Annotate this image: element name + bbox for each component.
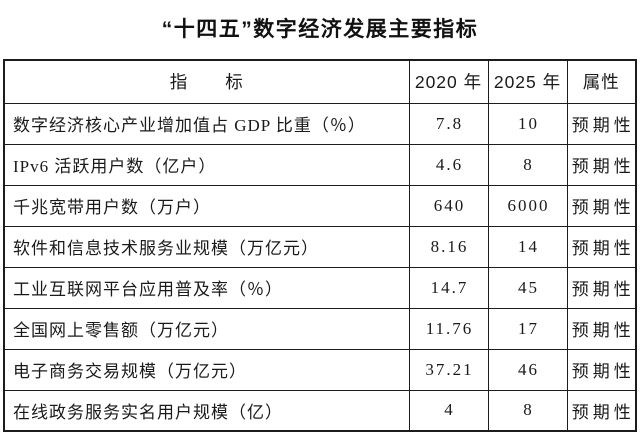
table-row: 全国网上零售额（万亿元） 11.76 17 预期性 — [3, 307, 637, 350]
cell-2020: 11.76 — [408, 307, 489, 350]
cell-indicator: 全国网上零售额（万亿元） — [3, 307, 410, 350]
header-2020: 2020 年 — [408, 59, 489, 104]
cell-2020: 8.16 — [408, 225, 489, 268]
cell-2020: 37.21 — [408, 348, 489, 391]
table-row: 工业互联网平台应用普及率（％） 14.7 45 预期性 — [3, 266, 637, 309]
cell-attribute: 预期性 — [566, 102, 637, 145]
cell-2025: 46 — [487, 348, 568, 391]
header-row: 指 标 2020 年 2025 年 属性 — [3, 59, 637, 104]
table-row: 在线政务服务实名用户规模（亿） 4 8 预期性 — [3, 389, 637, 432]
indicators-table: 指 标 2020 年 2025 年 属性 数字经济核心产业增加值占 GDP 比重… — [3, 59, 637, 432]
cell-attribute: 预期性 — [566, 348, 637, 391]
table-row: IPv6 活跃用户数（亿户） 4.6 8 预期性 — [3, 143, 637, 186]
cell-indicator: 电子商务交易规模（万亿元） — [3, 348, 410, 391]
cell-2020: 4.6 — [408, 143, 489, 186]
cell-indicator: IPv6 活跃用户数（亿户） — [3, 143, 410, 186]
table-row: 千兆宽带用户数（万户） 640 6000 预期性 — [3, 184, 637, 227]
cell-attribute: 预期性 — [566, 266, 637, 309]
header-attribute: 属性 — [566, 59, 637, 104]
cell-indicator: 数字经济核心产业增加值占 GDP 比重（％） — [3, 102, 410, 145]
cell-indicator: 千兆宽带用户数（万户） — [3, 184, 410, 227]
cell-2025: 8 — [487, 143, 568, 186]
page-title: “十四五”数字经济发展主要指标 — [161, 18, 479, 41]
cell-indicator: 工业互联网平台应用普及率（％） — [3, 266, 410, 309]
cell-2020: 14.7 — [408, 266, 489, 309]
cell-2020: 640 — [408, 184, 489, 227]
cell-attribute: 预期性 — [566, 143, 637, 186]
cell-2025: 17 — [487, 307, 568, 350]
cell-2025: 6000 — [487, 184, 568, 227]
cell-2020: 4 — [408, 389, 489, 432]
cell-indicator: 在线政务服务实名用户规模（亿） — [3, 389, 410, 432]
cell-2020: 7.8 — [408, 102, 489, 145]
table-row: 电子商务交易规模（万亿元） 37.21 46 预期性 — [3, 348, 637, 391]
cell-attribute: 预期性 — [566, 389, 637, 432]
table-row: 数字经济核心产业增加值占 GDP 比重（％） 7.8 10 预期性 — [3, 102, 637, 145]
cell-2025: 10 — [487, 102, 568, 145]
header-indicator: 指 标 — [3, 59, 410, 104]
cell-2025: 14 — [487, 225, 568, 268]
header-2025: 2025 年 — [487, 59, 568, 104]
cell-attribute: 预期性 — [566, 225, 637, 268]
cell-2025: 45 — [487, 266, 568, 309]
cell-attribute: 预期性 — [566, 184, 637, 227]
cell-attribute: 预期性 — [566, 307, 637, 350]
cell-indicator: 软件和信息技术服务业规模（万亿元） — [3, 225, 410, 268]
table-row: 软件和信息技术服务业规模（万亿元） 8.16 14 预期性 — [3, 225, 637, 268]
cell-2025: 8 — [487, 389, 568, 432]
